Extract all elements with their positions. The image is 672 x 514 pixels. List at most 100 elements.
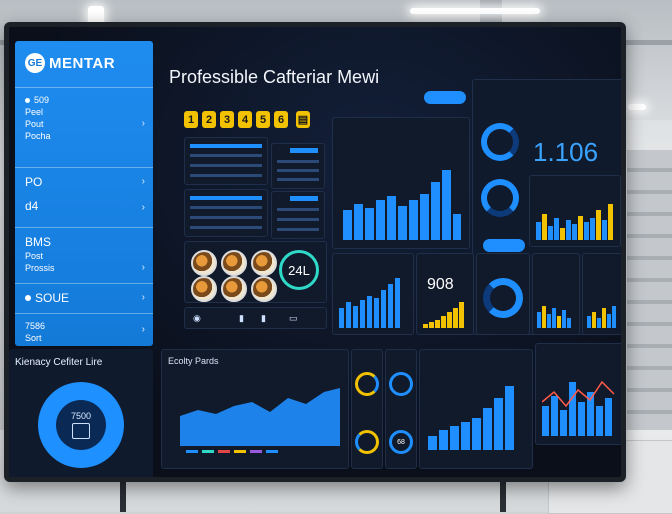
ring-gauge — [355, 372, 379, 396]
bar — [596, 210, 601, 240]
bar-plot-area — [536, 196, 616, 240]
tray-icon: ▭ — [289, 313, 298, 323]
food-image — [251, 276, 277, 302]
brand-logo: GE — [25, 53, 45, 73]
cup-icon: ▮ — [239, 313, 244, 323]
bar-plot-area — [537, 284, 575, 328]
bar — [578, 216, 583, 240]
bar — [398, 206, 407, 240]
bar — [552, 308, 556, 328]
sidebar-item-3[interactable]: › BMS Post Prossis — [15, 227, 153, 283]
area-fill — [180, 388, 340, 446]
sidebar-line: 509 — [25, 94, 153, 106]
bar — [584, 222, 589, 240]
bar — [587, 316, 591, 328]
bar — [578, 402, 585, 436]
header-button[interactable] — [424, 91, 466, 104]
chevron-right-icon: › — [141, 324, 145, 335]
ceiling-lamp — [410, 8, 540, 14]
bar — [343, 210, 352, 240]
bar — [567, 318, 571, 328]
bar-line-chart — [535, 343, 621, 445]
bar — [557, 316, 561, 328]
legend-swatch — [186, 450, 198, 453]
bar-plot-area — [423, 298, 467, 328]
gauge-column: 68 — [385, 349, 417, 469]
digit-counter: 1 2 3 4 5 6 ▤ — [184, 111, 310, 128]
bar — [560, 228, 565, 240]
bar — [395, 278, 400, 328]
table-panel — [184, 189, 268, 237]
bar — [505, 386, 514, 450]
bar — [547, 314, 551, 328]
food-items — [191, 276, 277, 302]
bar — [450, 426, 459, 450]
sidebar-bullet-icon — [25, 295, 31, 301]
bar — [461, 422, 470, 450]
document-icon — [72, 423, 90, 439]
chevron-right-icon: › — [141, 262, 145, 273]
stat-button[interactable] — [483, 239, 525, 252]
sidebar: GE MENTAR › 509 Peel Pout Pocha › › PO d… — [15, 41, 153, 346]
bar — [551, 396, 558, 436]
legend-swatch — [202, 450, 214, 453]
legend-swatch — [250, 450, 262, 453]
bar — [569, 382, 576, 436]
sidebar-item-2[interactable]: › › PO d4 — [15, 167, 153, 227]
icon-strip: ◉ ▮ ▮ ▭ — [184, 307, 327, 329]
area-chart-title: Ecolty Pards — [168, 356, 219, 366]
sidebar-line: Post — [25, 251, 44, 261]
sidebar-line: Peel — [25, 107, 44, 117]
sidebar-item-4[interactable]: › SOUE — [15, 283, 153, 313]
cup-icon: ▮ — [261, 313, 266, 323]
bar — [587, 392, 594, 436]
dashboard-monitor: GE MENTAR › 509 Peel Pout Pocha › › PO d… — [4, 22, 626, 482]
bar — [423, 324, 428, 328]
bar — [596, 406, 603, 436]
bar — [442, 170, 451, 240]
legend — [186, 450, 278, 453]
donut-chart: 7500 — [38, 382, 124, 468]
trend-line — [542, 380, 615, 408]
bar — [459, 302, 464, 328]
area-chart — [180, 388, 340, 446]
bar — [607, 314, 611, 328]
bar — [447, 312, 452, 328]
bar — [560, 410, 567, 436]
food-image — [221, 250, 247, 276]
mini-chart — [582, 253, 621, 335]
sidebar-line: Prossis — [25, 263, 55, 273]
bar-plot-area — [428, 370, 524, 450]
legend-swatch — [234, 450, 246, 453]
bar — [354, 204, 363, 240]
bar — [453, 214, 461, 240]
sidebar-line: 7586 — [25, 321, 46, 331]
bar — [435, 320, 440, 328]
area-chart-panel: Ecolty Pards — [161, 349, 349, 469]
bar — [592, 312, 596, 328]
digit: 2 — [202, 111, 216, 128]
bowl-icon: ◉ — [193, 313, 201, 323]
bar — [572, 224, 577, 240]
donut-center: 7500 — [56, 400, 106, 450]
bar-plot-area — [542, 360, 618, 436]
info-panel-title: Kienacy Cefiter Lire — [15, 357, 103, 368]
sidebar-line: PO — [25, 175, 43, 189]
dashboard-screen: GE MENTAR › 509 Peel Pout Pocha › › PO d… — [9, 27, 621, 477]
warehouse-shelf — [627, 150, 672, 430]
legend-swatch — [266, 450, 278, 453]
legend-swatch — [218, 450, 230, 453]
table-panel — [184, 137, 268, 185]
food-image — [221, 276, 247, 302]
digit: 5 — [256, 111, 270, 128]
bar — [472, 418, 481, 450]
sidebar-item-5[interactable]: › 7586 Sort — [15, 313, 153, 346]
mixed-bar-chart — [529, 175, 621, 247]
bar — [439, 430, 448, 450]
bar — [483, 408, 492, 450]
chevron-right-icon: › — [141, 292, 145, 303]
sidebar-item-1[interactable]: › 509 Peel Pout Pocha — [15, 87, 153, 167]
food-items — [191, 250, 277, 276]
sidebar-line: Sort — [25, 333, 42, 343]
ring-gauge — [389, 372, 413, 396]
